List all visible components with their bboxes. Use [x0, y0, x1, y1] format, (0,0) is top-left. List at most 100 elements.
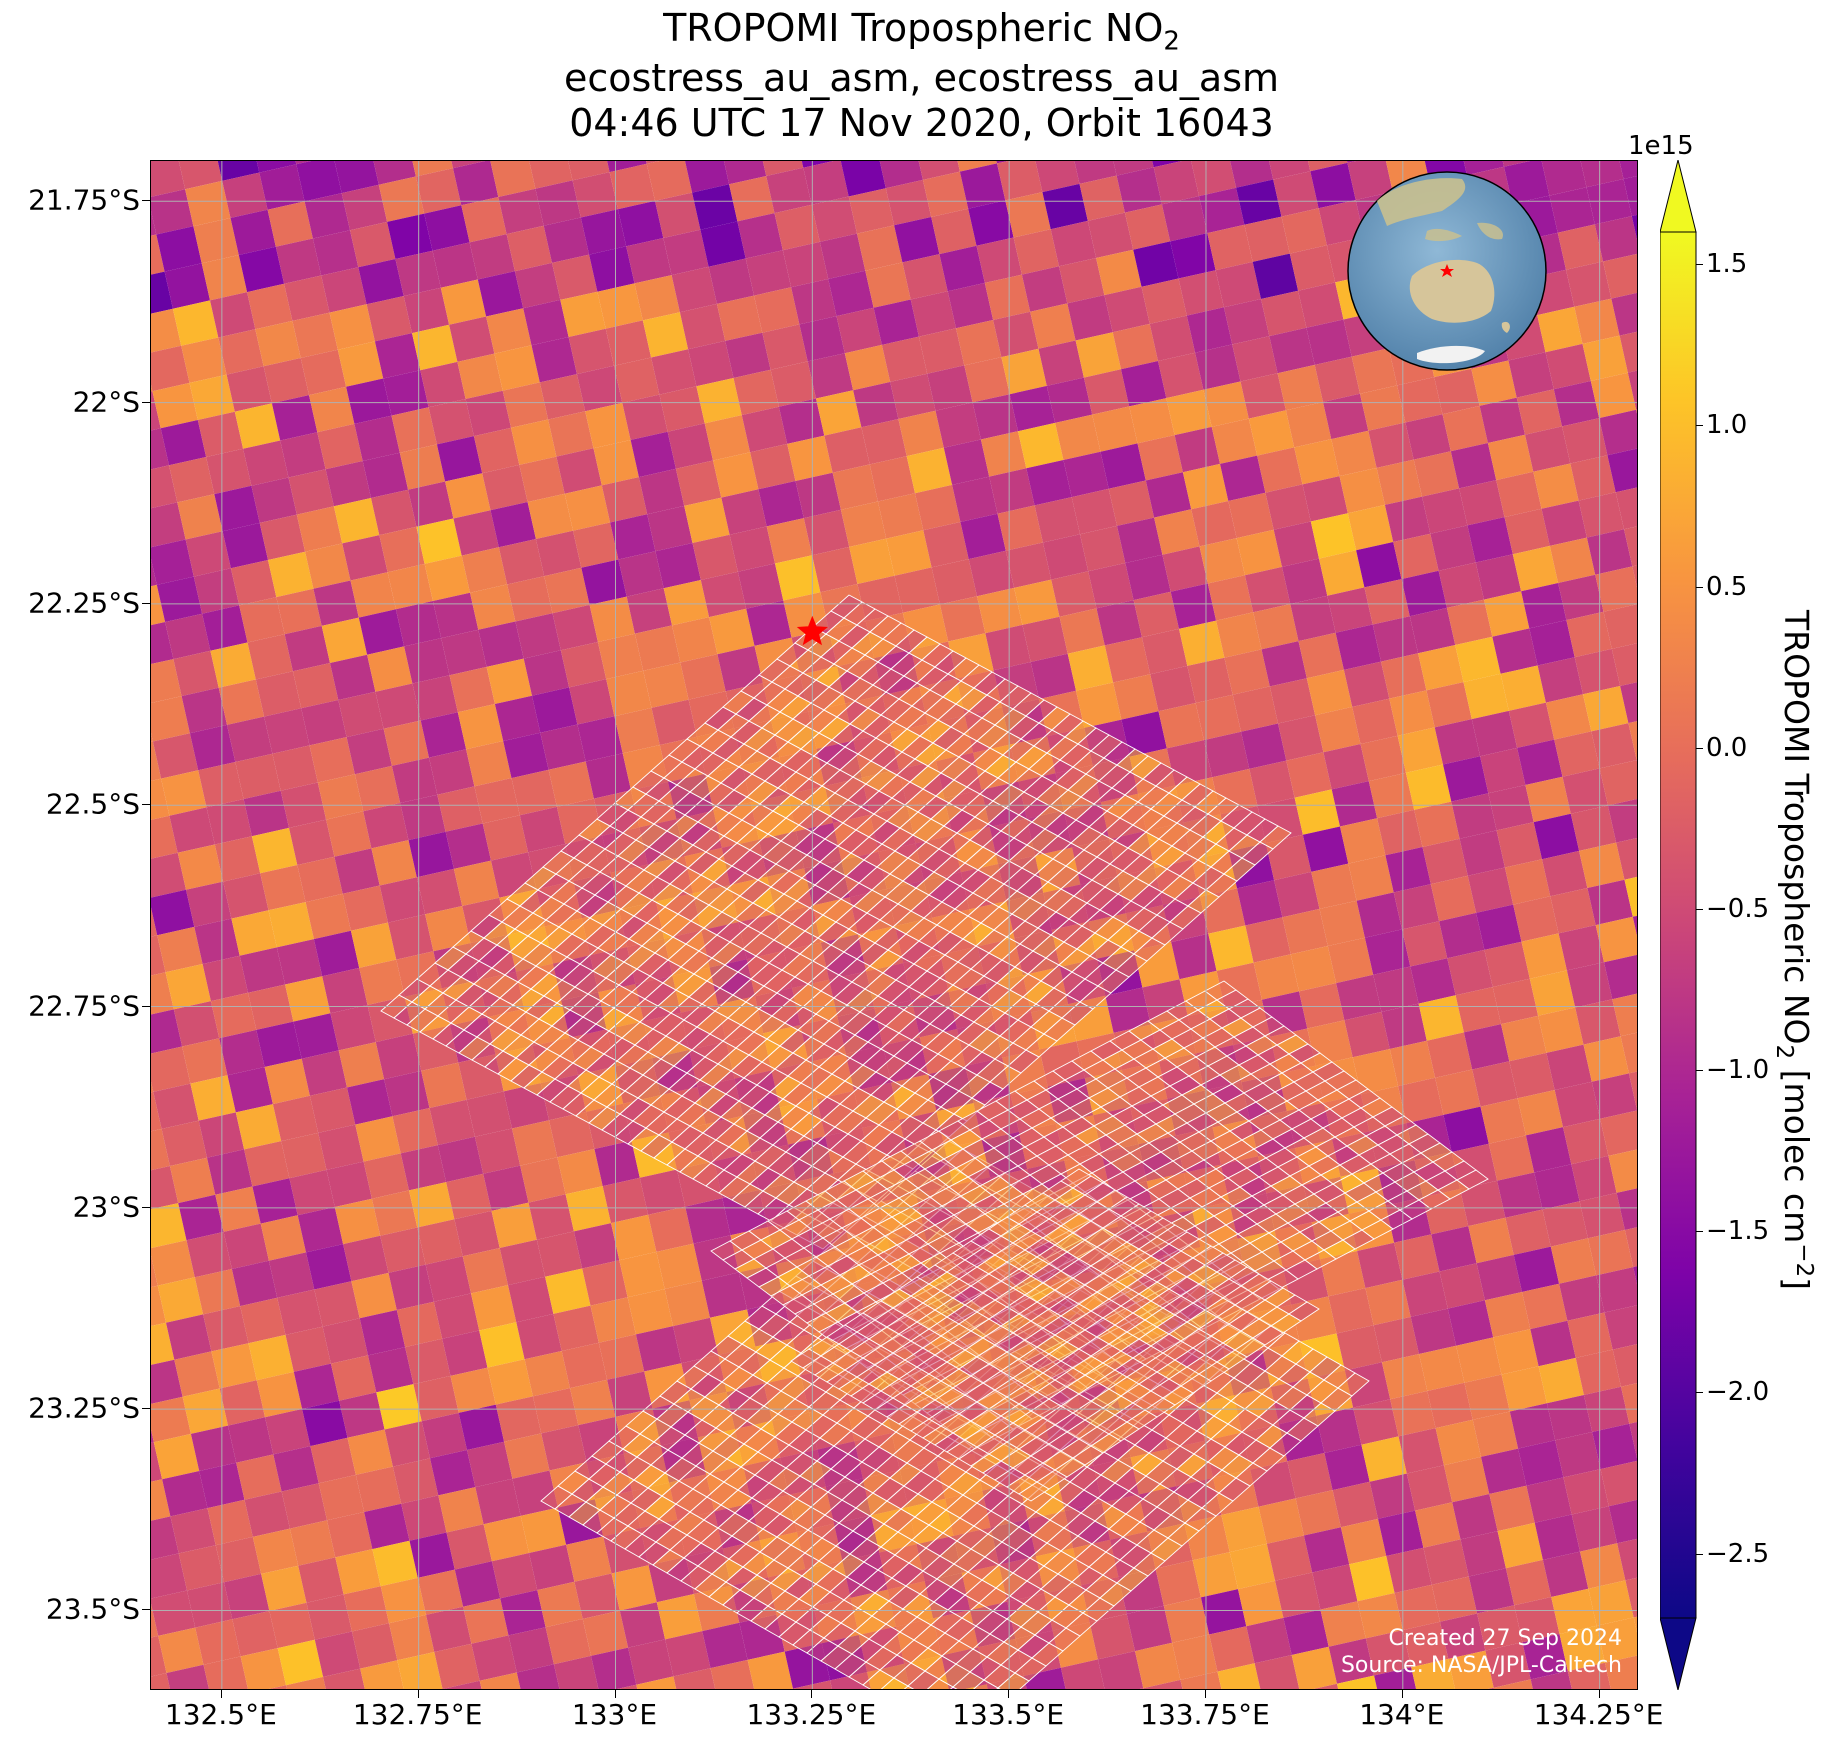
- no2-pixel: [260, 865, 306, 911]
- no2-pixel: [1586, 529, 1633, 575]
- no2-pixel: [343, 1586, 389, 1632]
- no2-pixel: [1249, 760, 1295, 806]
- no2-pixel: [1488, 785, 1534, 831]
- no2-pixel: [544, 567, 590, 614]
- no2-pixel: [700, 221, 746, 267]
- no2-pixel: [672, 617, 718, 663]
- no2-pixel: [1513, 1246, 1560, 1292]
- no2-pixel: [1422, 838, 1468, 885]
- no2-pixel: [1340, 1518, 1387, 1565]
- no2-pixel: [350, 922, 397, 968]
- no2-pixel: [479, 1672, 521, 1689]
- no2-pixel: [1575, 999, 1621, 1045]
- no2-pixel: [449, 666, 495, 713]
- no2-pixel: [617, 200, 664, 247]
- no2-pixel: [1467, 517, 1513, 563]
- no2-pixel: [206, 448, 252, 495]
- no2-pixel: [151, 345, 190, 392]
- no2-pixel: [996, 161, 1008, 164]
- no2-pixel: [457, 353, 503, 399]
- no2-pixel: [1570, 805, 1617, 851]
- no2-pixel: [1591, 723, 1637, 769]
- no2-pixel: [487, 1359, 533, 1405]
- no2-map[interactable]: [151, 161, 1638, 1690]
- no2-pixel: [506, 225, 552, 272]
- no2-pixel: [195, 1619, 241, 1665]
- no2-pixel: [1135, 1642, 1181, 1689]
- no2-pixel: [289, 819, 335, 865]
- site-star-icon[interactable]: [796, 615, 828, 646]
- no2-pixel: [1549, 187, 1595, 233]
- colorbar-tick-label: 0.5: [1706, 571, 1748, 602]
- no2-pixel: [1158, 703, 1204, 749]
- no2-pixel: [383, 720, 429, 766]
- no2-pixel: [758, 481, 804, 527]
- no2-pixel: [440, 279, 487, 325]
- no2-pixel: [1509, 1052, 1555, 1099]
- no2-pixel: [174, 1351, 220, 1397]
- no2-pixel: [502, 382, 549, 428]
- no2-pixel: [811, 196, 857, 242]
- no2-pixel: [1619, 331, 1637, 373]
- no2-pixel: [1588, 1580, 1634, 1626]
- no2-pixel: [302, 1400, 348, 1447]
- no2-pixel: [803, 509, 850, 556]
- no2-pixel: [840, 501, 887, 547]
- no2-pixel: [1172, 1634, 1218, 1680]
- no2-pixel: [1405, 764, 1452, 810]
- no2-pixel: [173, 1001, 220, 1047]
- no2-pixel: [1323, 393, 1369, 440]
- no2-pixel: [545, 1268, 591, 1314]
- no2-pixel: [1269, 327, 1315, 374]
- no2-pixel: [1179, 620, 1225, 666]
- no2-pixel: [483, 1165, 529, 1211]
- no2-pixel: [1590, 372, 1637, 419]
- no2-pixel: [824, 427, 870, 473]
- no2-pixel: [508, 1627, 554, 1673]
- no2-pixel: [244, 1491, 290, 1537]
- no2-pixel: [1374, 1667, 1417, 1689]
- no2-pixel: [844, 344, 891, 391]
- no2-pixel: [906, 447, 953, 494]
- no2-pixel: [1286, 752, 1332, 798]
- no2-pixel: [387, 563, 433, 610]
- no2-pixel: [923, 522, 969, 568]
- no2-pixel: [927, 365, 973, 411]
- no2-pixel: [313, 930, 360, 977]
- no2-pixel: [1558, 574, 1604, 621]
- no2-pixel: [151, 972, 174, 1015]
- no2-pixel: [156, 226, 202, 272]
- no2-pixel: [807, 353, 854, 399]
- no2-pixel: [1311, 863, 1357, 909]
- footprint-cell: [1337, 1372, 1370, 1397]
- no2-pixel: [210, 642, 256, 688]
- no2-pixel: [1112, 323, 1158, 370]
- no2-pixel: [151, 741, 162, 781]
- no2-pixel: [1313, 1683, 1339, 1689]
- no2-pixel: [1582, 335, 1628, 381]
- no2-pixel: [210, 292, 256, 338]
- no2-pixel: [803, 161, 849, 205]
- no2-pixel: [224, 1573, 270, 1620]
- no2-pixel: [1277, 364, 1323, 411]
- no2-pixel: [326, 811, 372, 857]
- no2-pixel: [267, 201, 313, 247]
- no2-pixel: [1452, 1494, 1498, 1540]
- no2-pixel: [256, 1371, 303, 1418]
- no2-pixel: [371, 489, 417, 536]
- no2-pixel: [288, 469, 334, 515]
- no2-pixel: [1348, 855, 1394, 901]
- map-panel[interactable]: [150, 160, 1638, 1690]
- no2-pixel: [524, 1351, 570, 1397]
- no2-pixel: [256, 161, 297, 173]
- no2-pixel: [491, 1553, 538, 1599]
- no2-pixel: [635, 1326, 682, 1372]
- no2-pixel: [1628, 721, 1637, 761]
- no2-pixel: [151, 1590, 196, 1636]
- no2-pixel: [1361, 1436, 1407, 1482]
- no2-pixel: [984, 274, 1031, 320]
- no2-pixel: [169, 1157, 216, 1204]
- no2-pixel: [1463, 673, 1509, 720]
- no2-pixel: [1199, 538, 1245, 584]
- no2-pixel: [601, 477, 648, 523]
